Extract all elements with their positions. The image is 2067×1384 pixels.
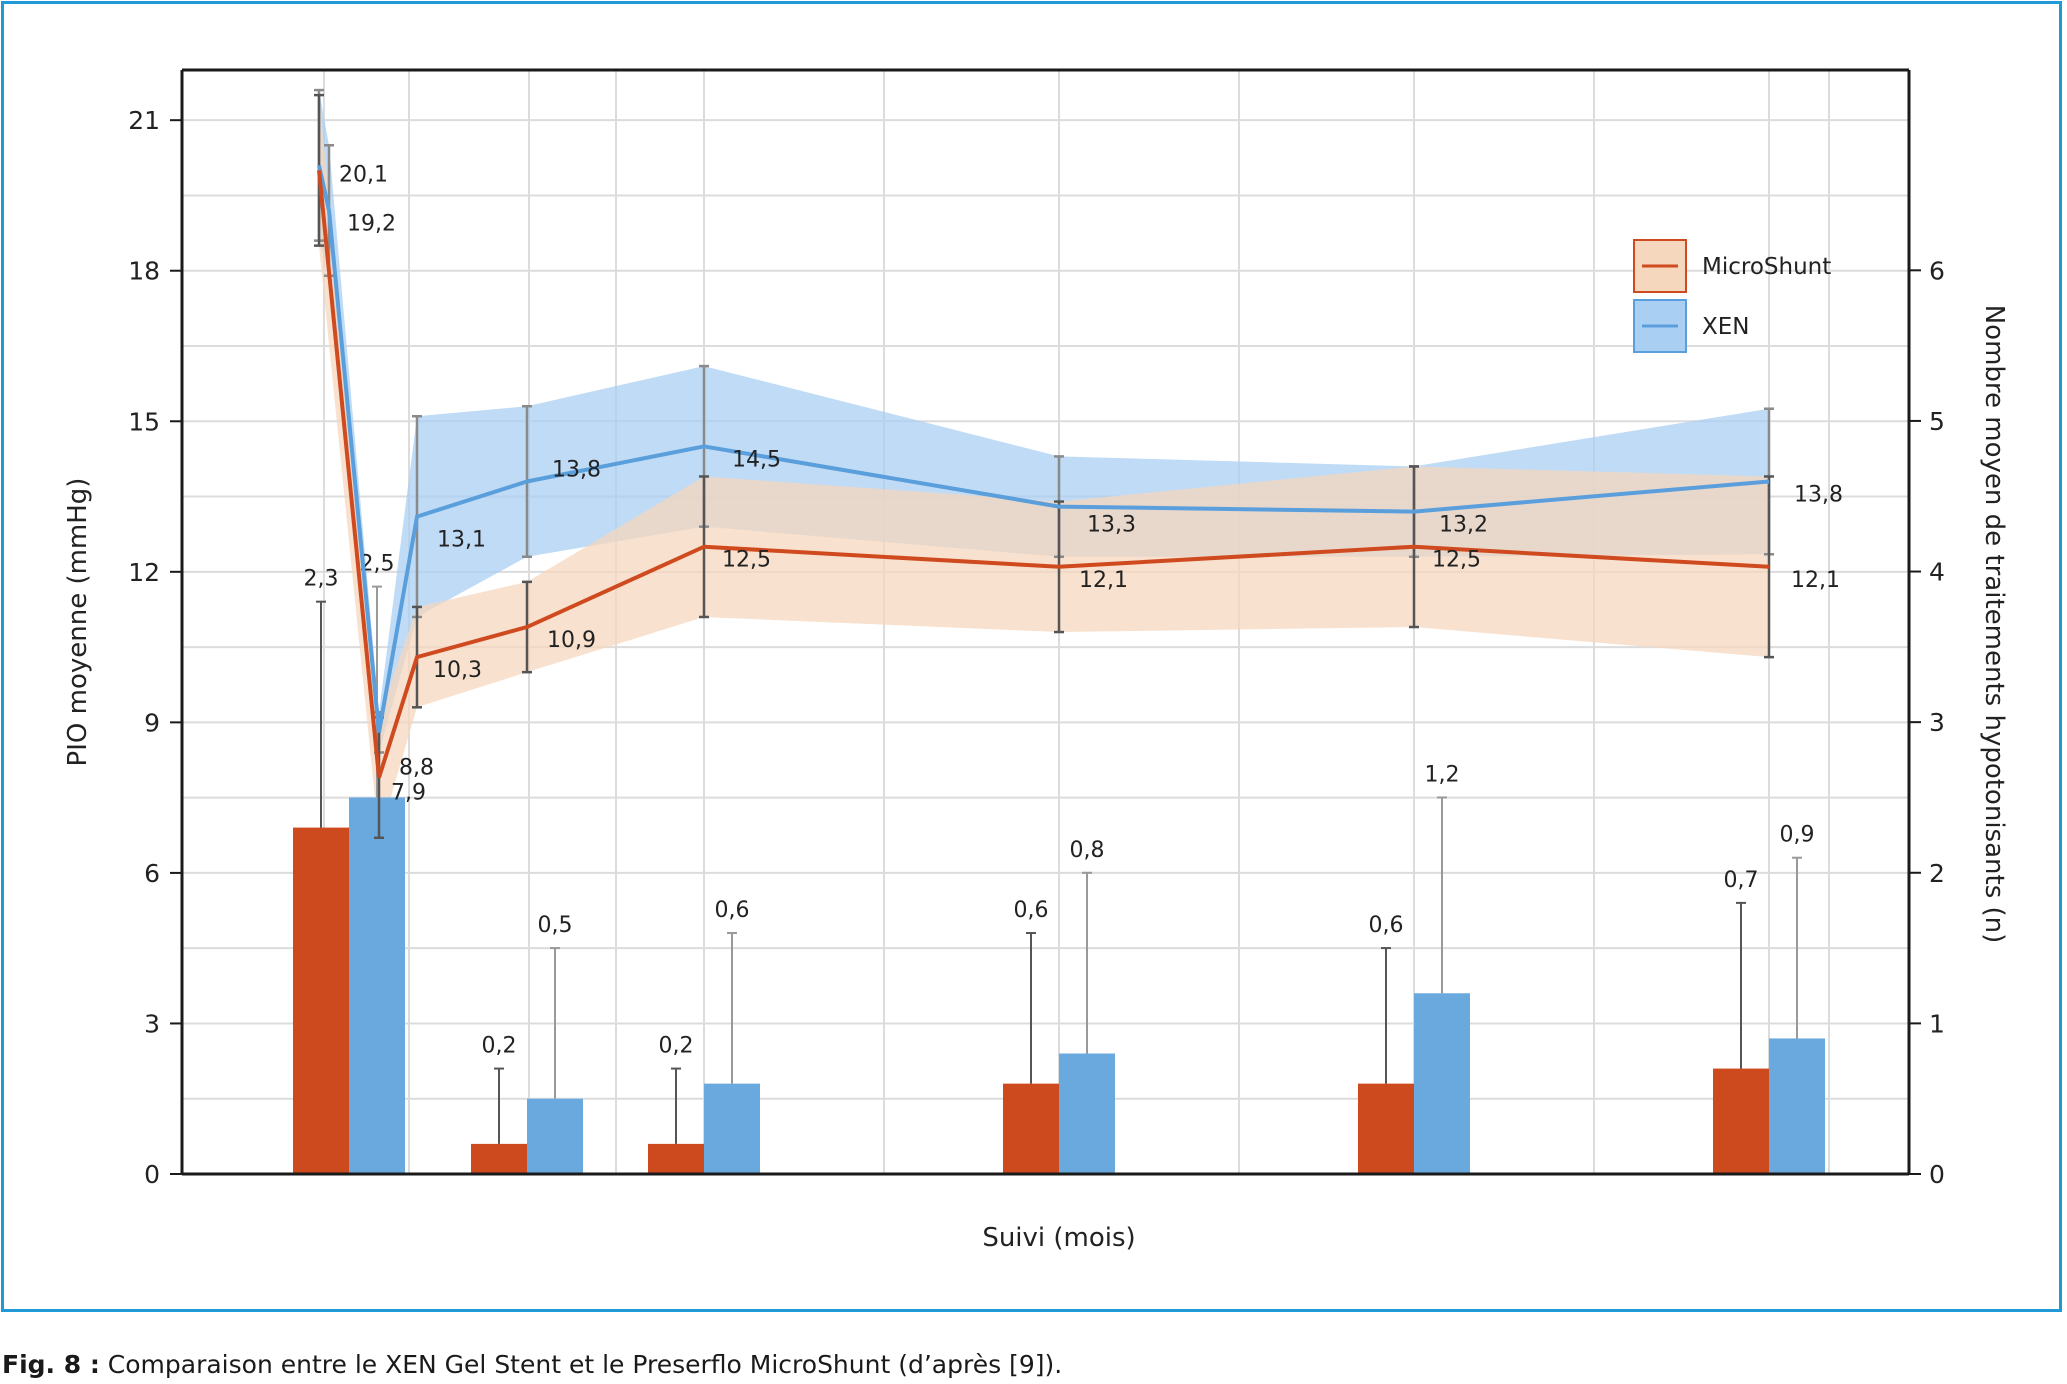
legend-label-xen: XEN (1702, 314, 1750, 340)
y-tick-label-left: 15 (128, 407, 160, 436)
bar-value-label: 0,9 (1780, 823, 1815, 848)
microshunt-point-label: 12,1 (1079, 568, 1128, 593)
y-tick-label-right: 3 (1929, 708, 1945, 737)
xen-point-label: 13,2 (1439, 513, 1488, 538)
xen-line (317, 164, 1770, 733)
y-axis-title-right: Nombre moyen de traitements hypotonisant… (1979, 305, 2009, 944)
microshunt-point-label: 7,9 (391, 781, 426, 806)
microshunt-point-label: 12,1 (1791, 568, 1840, 593)
microshunt-bar (1003, 1083, 1059, 1174)
bar-value-label: 1,2 (1425, 762, 1460, 787)
bar-value-label: 0,6 (715, 898, 750, 923)
y-tick-label-left: 9 (144, 708, 160, 737)
xen-sd-band (319, 90, 1769, 753)
xen-bar (1769, 1038, 1825, 1174)
xen-bar (527, 1098, 583, 1174)
microshunt-point-label: 12,5 (722, 548, 771, 573)
bar-value-label: 0,5 (538, 913, 573, 938)
y-tick-label-left: 18 (128, 257, 160, 286)
bar-value-label: 0,6 (1014, 898, 1049, 923)
y-tick-label-left: 6 (144, 859, 160, 888)
xen-point-label: 13,8 (552, 457, 601, 482)
x-axis-title: Suivi (mois) (982, 1223, 1135, 1253)
y-axis-title-left: PIO moyenne (mmHg) (63, 478, 93, 767)
microshunt-bar (1358, 1083, 1414, 1174)
legend-label-microshunt: MicroShunt (1702, 254, 1831, 280)
xen-bar (704, 1083, 760, 1174)
xen-bar (1414, 993, 1470, 1174)
y-tick-label-left: 0 (144, 1160, 160, 1189)
xen-point-label: 8,8 (399, 755, 434, 780)
chart: 2,32,50,20,50,20,6 0,60,80,61,20,70,97,91… (63, 68, 2009, 1253)
xen-bar (1059, 1053, 1115, 1174)
xen-point-label: 13,8 (1794, 482, 1843, 507)
microshunt-point-label: 12,5 (1432, 548, 1481, 573)
bar-value-label: 0,7 (1724, 868, 1759, 893)
bar-value-label: 0,2 (482, 1034, 517, 1059)
xen-point-label: 13,3 (1087, 513, 1136, 538)
y-tick-label-right: 5 (1929, 407, 1945, 436)
microshunt-line (317, 170, 1770, 779)
microshunt-point-label: 10,9 (547, 628, 596, 653)
caption-text: Comparaison entre le XEN Gel Stent et le… (99, 1350, 1063, 1379)
bar-value-label: 2,3 (304, 567, 339, 592)
microshunt-bar (471, 1143, 527, 1174)
y-tick-label-right: 0 (1929, 1160, 1945, 1189)
microshunt-point-label: 10,3 (433, 658, 482, 683)
y-tick-label-right: 1 (1929, 1009, 1945, 1038)
xen-point-label: 19,2 (347, 212, 396, 237)
bar-value-label: 0,6 (1369, 913, 1404, 938)
bar-value-label: 0,2 (659, 1034, 694, 1059)
y-tick-label-left: 21 (128, 106, 160, 135)
microshunt-bar (293, 827, 349, 1174)
microshunt-bar (648, 1143, 704, 1174)
figure-frame: 2,3 2,5 0,2 0,5 0,2 0,6 0,6 0,8 0,6 1,2 0,7 0,9 7,9 1… (1, 1, 2062, 1312)
bar-value-label: 0,8 (1070, 838, 1105, 863)
xen-point-label: 13,1 (437, 528, 486, 553)
y-tick-label-left: 3 (144, 1009, 160, 1038)
y-tick-label-left: 12 (128, 558, 160, 587)
caption-label: Fig. 8 : (2, 1350, 100, 1379)
xen-point-label: 20,1 (339, 162, 388, 187)
xen-bar (349, 797, 405, 1174)
microshunt-bar (1713, 1068, 1769, 1174)
xen-point-label: 14,5 (732, 447, 781, 472)
y-tick-label-right: 6 (1929, 256, 1945, 285)
y-tick-label-right: 4 (1929, 558, 1945, 587)
y-tick-label-right: 2 (1929, 859, 1945, 888)
figure-caption: Fig. 8 : Comparaison entre le XEN Gel St… (2, 1350, 1062, 1379)
